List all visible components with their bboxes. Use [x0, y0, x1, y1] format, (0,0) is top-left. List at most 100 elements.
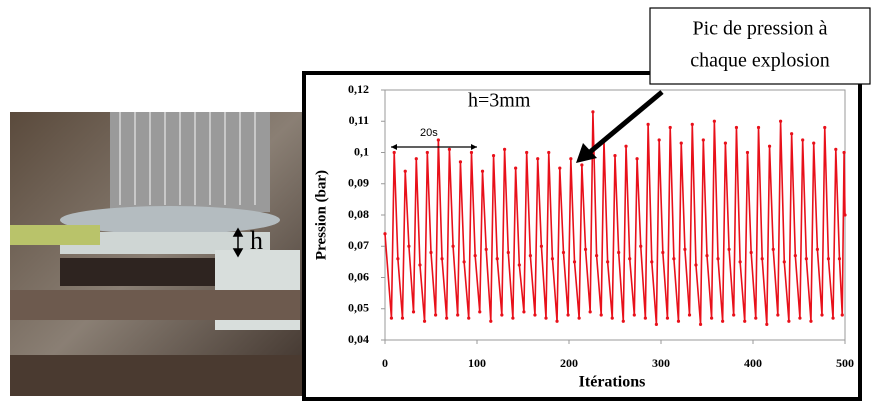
data-point: [467, 316, 471, 320]
data-point: [392, 150, 396, 155]
wire: [10, 225, 100, 245]
data-point: [804, 257, 808, 261]
data-point: [572, 260, 577, 264]
data-point: [403, 169, 407, 173]
data-point: [745, 150, 750, 155]
data-point: [760, 257, 764, 261]
data-point: [771, 247, 775, 251]
data-point: [683, 247, 687, 251]
y-axis-label: Pression (bar): [313, 170, 329, 260]
y-tick-label: 0,06: [348, 269, 369, 283]
callout-arrowhead: [576, 143, 597, 163]
data-point: [843, 213, 847, 217]
data-point: [793, 254, 797, 258]
data-point: [679, 141, 683, 145]
data-point: [445, 316, 449, 320]
data-point: [547, 150, 551, 155]
data-point: [503, 147, 507, 151]
data-point: [484, 247, 488, 251]
data-point: [701, 138, 705, 142]
data-point: [767, 144, 772, 148]
support: [10, 290, 300, 320]
data-point: [705, 254, 709, 258]
data-point: [698, 322, 703, 326]
data-point: [606, 260, 610, 264]
data-point: [383, 232, 387, 236]
data-point: [544, 316, 548, 320]
y-tick-label: 0,11: [349, 113, 369, 127]
data-point: [687, 313, 692, 317]
x-tick-label: 100: [468, 356, 486, 370]
data-point: [646, 122, 650, 126]
data-point: [418, 263, 422, 267]
data-point: [842, 150, 846, 155]
data-point: [676, 319, 681, 323]
data-point: [583, 247, 588, 251]
data-point: [522, 310, 526, 314]
data-point: [628, 257, 632, 261]
data-point: [690, 122, 694, 126]
data-point: [694, 263, 698, 267]
data-point: [834, 147, 838, 151]
data-point: [613, 154, 617, 158]
x-tick-label: 300: [652, 356, 670, 370]
data-point: [517, 263, 521, 267]
data-point: [580, 163, 584, 167]
x-tick-label: 500: [836, 356, 854, 370]
data-point: [506, 250, 510, 255]
data-point: [812, 141, 816, 145]
photo-label: h: [250, 226, 263, 255]
data-point: [668, 125, 672, 130]
data-point: [756, 125, 761, 130]
data-point: [823, 125, 827, 130]
data-point: [462, 260, 466, 264]
data-point: [749, 250, 753, 255]
data-point: [555, 319, 559, 323]
data-point: [480, 169, 485, 173]
data-point: [837, 257, 842, 261]
data-point: [389, 316, 394, 320]
data-point: [588, 310, 592, 314]
fins: [119, 112, 256, 205]
data-point: [447, 147, 451, 151]
data-point: [478, 310, 482, 314]
data-point: [550, 257, 555, 261]
data-point: [569, 157, 573, 161]
data-point: [411, 310, 416, 314]
data-point: [798, 316, 802, 320]
data-point: [434, 313, 438, 317]
data-point: [429, 250, 433, 255]
data-point: [473, 254, 477, 258]
data-point: [617, 250, 621, 255]
data-point: [491, 154, 496, 158]
data-point: [539, 244, 544, 248]
data-point: [624, 144, 628, 148]
data-point: [566, 313, 570, 317]
photo: h: [10, 112, 302, 396]
data-point: [533, 313, 537, 317]
x-tick-label: 400: [744, 356, 762, 370]
data-point: [511, 316, 515, 320]
data-point: [536, 157, 540, 161]
data-point: [595, 254, 599, 258]
y-tick-label: 0,12: [348, 82, 369, 96]
data-point: [840, 313, 844, 317]
data-point: [396, 257, 400, 261]
data-point: [779, 119, 783, 123]
data-point: [495, 257, 499, 261]
data-point: [528, 254, 532, 258]
heat-sink: [110, 112, 270, 212]
callout-line: chaque explosion: [690, 50, 829, 72]
data-point: [732, 313, 736, 317]
period-annotation: 20s: [420, 127, 438, 139]
data-point: [621, 319, 625, 323]
data-point: [422, 319, 427, 323]
data-point: [525, 150, 529, 155]
data-point: [716, 257, 720, 261]
base: [60, 258, 230, 286]
data-point: [654, 322, 659, 326]
data-point: [469, 150, 474, 155]
data-point: [599, 313, 603, 317]
data-point: [787, 319, 791, 323]
